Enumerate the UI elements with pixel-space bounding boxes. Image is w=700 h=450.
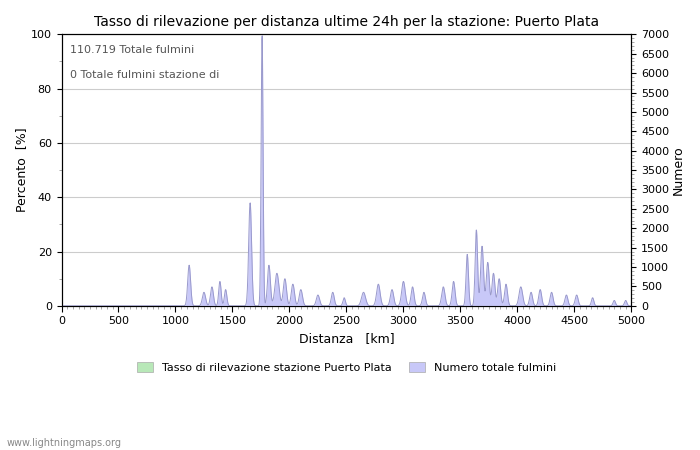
Legend: Tasso di rilevazione stazione Puerto Plata, Numero totale fulmini: Tasso di rilevazione stazione Puerto Pla… [132,358,561,377]
Text: 0 Totale fulmini stazione di: 0 Totale fulmini stazione di [70,70,219,80]
X-axis label: Distanza   [km]: Distanza [km] [299,332,394,345]
Y-axis label: Numero: Numero [672,145,685,195]
Text: www.lightningmaps.org: www.lightningmaps.org [7,438,122,448]
Title: Tasso di rilevazione per distanza ultime 24h per la stazione: Puerto Plata: Tasso di rilevazione per distanza ultime… [94,15,599,29]
Text: 110.719 Totale fulmini: 110.719 Totale fulmini [70,45,195,55]
Y-axis label: Percento  [%]: Percento [%] [15,128,28,212]
